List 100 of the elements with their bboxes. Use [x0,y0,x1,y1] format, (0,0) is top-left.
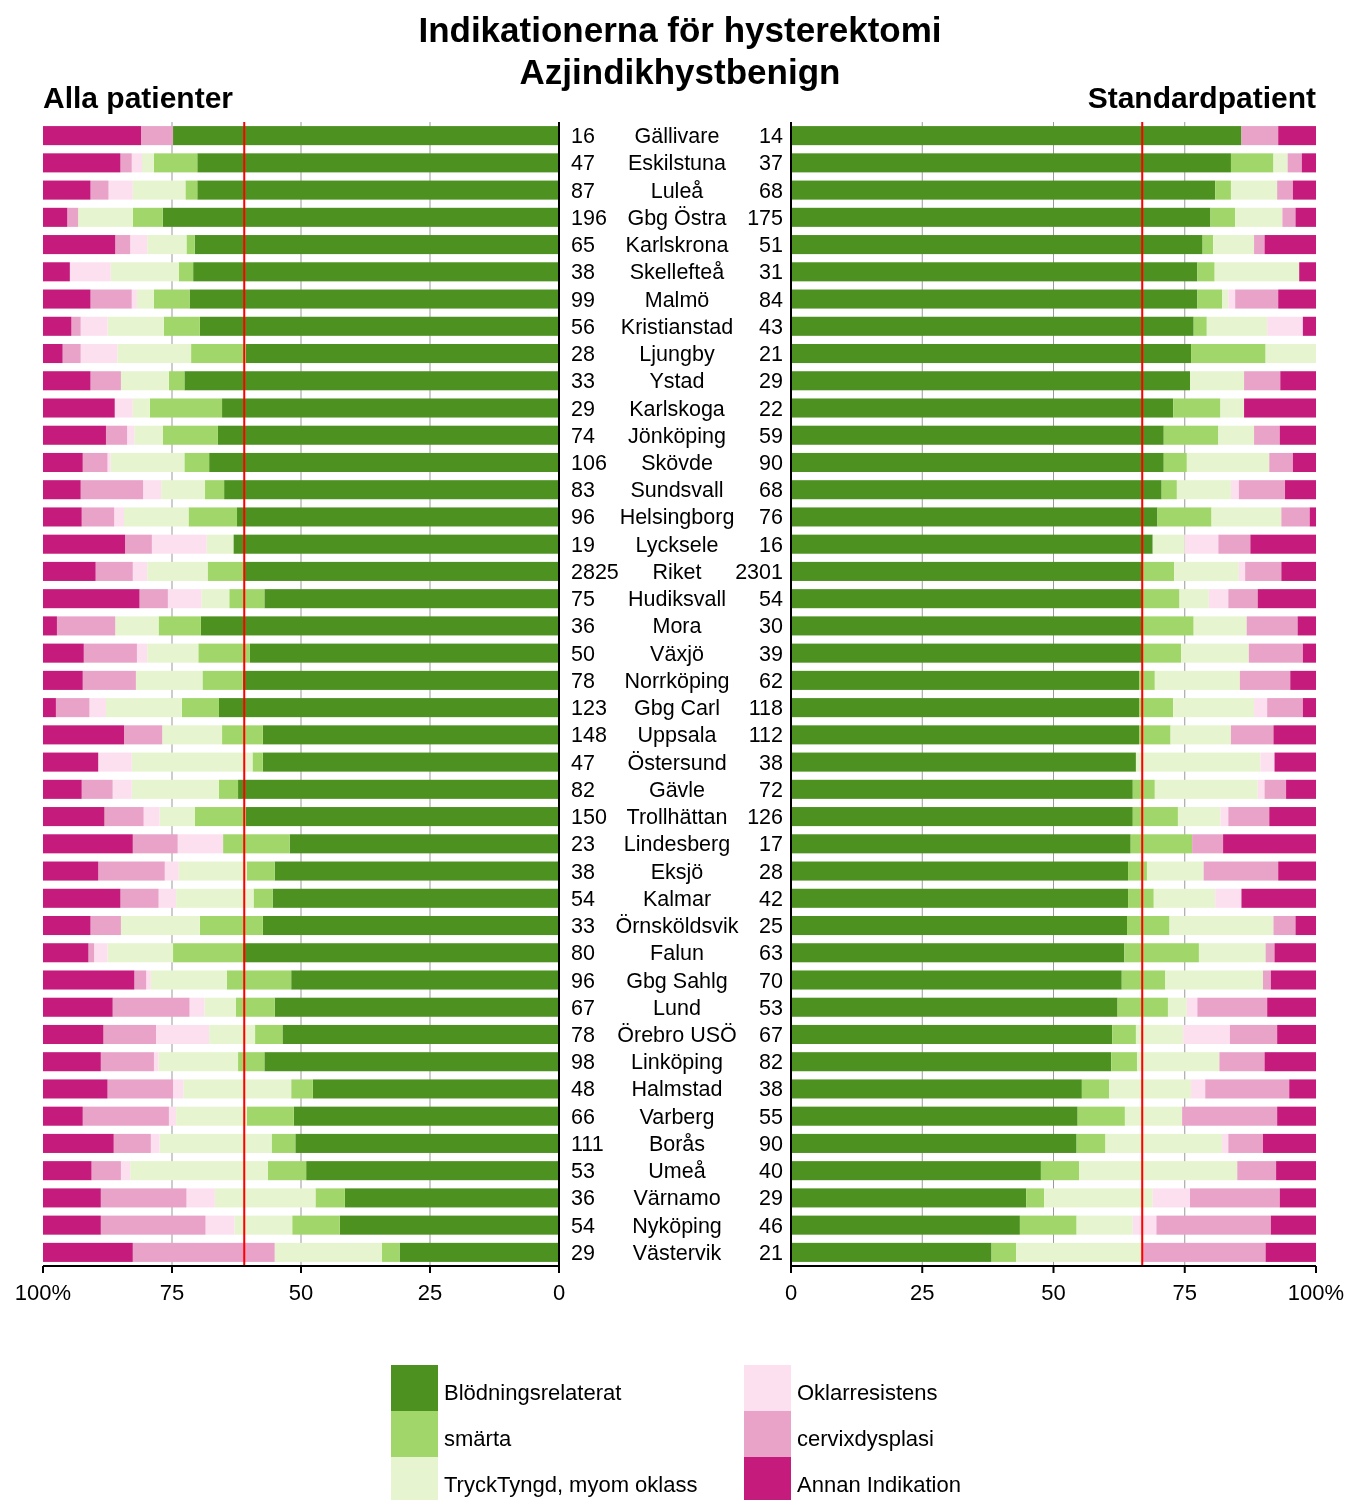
text: Norrköping [624,668,730,693]
bar [43,1079,108,1099]
y-tick-label: 29 [571,1240,595,1265]
y-tick-label: 21 [759,342,783,367]
bar [188,507,238,527]
y-tick-label: 33 [571,914,595,939]
bar [274,997,559,1017]
bar [344,1188,559,1208]
bar [246,1106,294,1126]
bar [1157,507,1212,527]
bar [1230,153,1274,173]
text: Hudiksvall [628,587,726,612]
bar [43,1052,101,1072]
bar [88,943,95,963]
y-tick-label: 38 [759,1077,784,1102]
bar [1214,262,1300,282]
bar [205,480,225,500]
bar [264,1052,559,1072]
bar [95,561,133,581]
bar [98,752,132,772]
text: Örnsköldsvik [615,914,739,939]
bar [1163,452,1187,473]
bar [1222,1133,1229,1153]
bar [67,207,79,227]
bar [791,752,1136,772]
bar [1238,561,1246,581]
bar [315,1188,345,1208]
x-tick-label: 25 [910,1280,935,1305]
bar [186,1188,215,1208]
bar [1278,126,1316,146]
bar [43,589,140,609]
bar [107,316,164,336]
bar [791,589,1143,609]
text: Jönköping [627,423,727,448]
y-tick-label: 62 [759,668,783,693]
bar [43,698,56,718]
y-tick-label: 17 [759,832,783,857]
bar [183,1079,292,1099]
bar [1170,725,1231,745]
bar [1295,915,1317,936]
bar [1190,1188,1280,1208]
y-tick-label: 2301 [735,559,783,584]
bar [43,316,72,336]
y-tick-label: 28 [571,342,595,367]
bar [791,534,1153,554]
bar [113,1133,151,1153]
bar [1241,888,1316,908]
bar [1218,534,1251,554]
y-tick-label: 42 [759,886,783,911]
bar [141,126,174,146]
bar [1228,1133,1263,1153]
bar [153,289,190,309]
bar [791,1242,992,1262]
bar [1264,779,1287,799]
y-tick-label: 37 [759,151,783,176]
bar [62,343,81,364]
bar [91,1161,121,1181]
bar [43,1133,114,1153]
bar [291,1079,313,1099]
bar [43,452,83,473]
bar [43,834,133,854]
bar [1190,371,1245,391]
bar [1277,180,1293,200]
bar [168,371,185,391]
y-tick-label: 2825 [571,559,619,584]
bar [147,561,208,581]
bar [80,480,144,500]
text: Varberg [639,1104,715,1129]
bar [791,888,1129,908]
bar [127,425,135,445]
bar [43,1106,83,1126]
bar [162,725,223,745]
bar [1254,698,1268,718]
bar [1163,425,1219,445]
bar [262,752,559,772]
y-tick-label: 74 [571,423,595,448]
bar [1197,289,1223,309]
bar [198,643,250,663]
bar [1128,888,1154,908]
y-tick-label: 111 [571,1131,604,1156]
bar [132,561,148,581]
x-tick-label: 50 [288,1280,314,1305]
bar [249,643,559,663]
bar [114,398,133,418]
text: Ystad [649,369,705,394]
bar [1186,452,1270,473]
bar [146,970,151,990]
bar [1289,1079,1316,1099]
bar [43,153,121,173]
bar [98,861,165,881]
bar [1273,153,1288,173]
text: Kristianstad [620,314,734,339]
bar [234,1215,293,1235]
bar [120,371,169,391]
bar [1152,1188,1190,1208]
y-tick-label: 54 [571,886,595,911]
bar [1267,316,1303,336]
text: Luleå [650,178,704,203]
bar [1117,997,1168,1017]
bar [1142,1242,1266,1262]
